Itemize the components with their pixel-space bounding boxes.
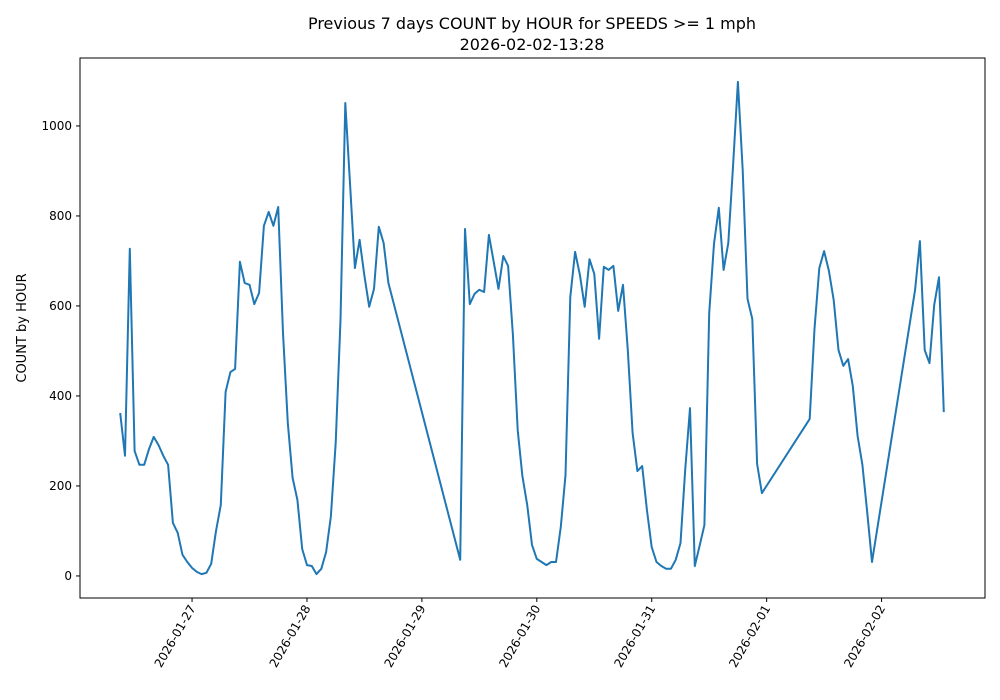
y-tick-label: 800 (49, 209, 72, 223)
x-tick-label: 2026-01-27 (152, 603, 199, 670)
x-tick-label: 2026-01-28 (267, 603, 314, 670)
chart-title: Previous 7 days COUNT by HOUR for SPEEDS… (308, 14, 756, 33)
y-tick-label: 1000 (41, 119, 72, 133)
series-line (119, 80, 945, 576)
y-tick-label: 200 (49, 479, 72, 493)
y-tick-label: 600 (49, 299, 72, 313)
chart-subtitle: 2026-02-02-13:28 (460, 35, 605, 54)
x-tick-label: 2026-02-02 (841, 603, 888, 670)
x-tick-label: 2026-01-31 (611, 603, 658, 670)
plot-frame (79, 57, 986, 599)
y-axis-label: COUNT by HOUR (15, 273, 30, 382)
x-tick-label: 2026-02-01 (726, 603, 773, 670)
x-tick-label: 2026-01-29 (381, 603, 428, 670)
y-tick-label: 0 (64, 569, 72, 583)
y-tick-label: 400 (49, 389, 72, 403)
x-tick-label: 2026-01-30 (496, 603, 543, 670)
